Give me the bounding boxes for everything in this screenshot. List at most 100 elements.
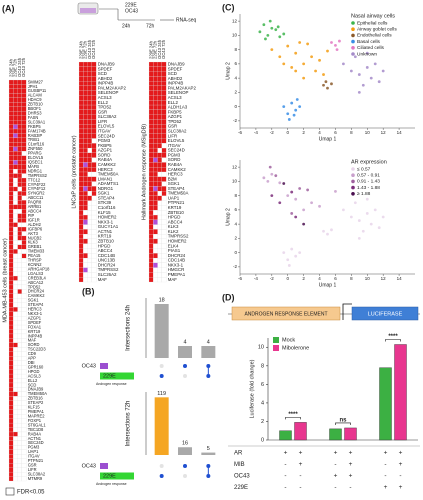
- heat-cell: [91, 219, 97, 225]
- heat-cell: [87, 267, 92, 273]
- cell-point: [365, 212, 369, 215]
- panel-label: (C): [222, 2, 235, 12]
- heat-cell: [13, 320, 18, 326]
- cell-point: [361, 83, 365, 87]
- heat-cell: [91, 61, 97, 67]
- heat-cell: [161, 61, 167, 67]
- heat-cell: [153, 100, 158, 106]
- table-cell: +: [399, 484, 403, 491]
- heat-cell: [157, 210, 163, 216]
- cell-point: [298, 41, 302, 44]
- heat-cell: [83, 133, 88, 139]
- gene-label: ALCAM: [28, 93, 43, 98]
- cell-point: [290, 101, 294, 105]
- legend-label: Basal cells: [357, 39, 381, 45]
- heat-cell: [148, 257, 154, 263]
- matrix-dot: [159, 474, 164, 478]
- y-tick-label: 4: [261, 400, 264, 406]
- heat-cell: [21, 409, 27, 415]
- heat-cell: [21, 186, 27, 192]
- heat-cell: [161, 277, 167, 283]
- heat-cell: [153, 124, 158, 130]
- heat-cell: [148, 224, 154, 230]
- gene-label: HMGCR: [168, 267, 185, 272]
- heat-cell: [21, 387, 27, 392]
- heat-cell: [83, 171, 88, 177]
- heat-cell: [8, 289, 14, 294]
- gene-label: TPD52: [98, 105, 112, 110]
- heat-cell: [17, 128, 23, 134]
- heat-cell: [17, 289, 23, 294]
- gene-label: UAP1: [28, 449, 39, 454]
- heat-cell: [8, 169, 14, 174]
- heat-cell: [83, 100, 88, 106]
- x-tick-label: -2: [270, 130, 274, 135]
- cell-point: [381, 69, 385, 73]
- heat-cell: [157, 71, 163, 77]
- heat-cell: [13, 200, 18, 205]
- cell-point: [322, 83, 325, 87]
- heat-cell: [8, 240, 14, 245]
- matrix-dot: [206, 474, 211, 478]
- legend-label: 0.91 - 1.43: [357, 179, 380, 185]
- experiment-diagram: 229E OC43 24h 72h RNA-seq: [77, 2, 197, 29]
- heat-cell: [17, 467, 23, 473]
- heat-cell: [91, 143, 97, 149]
- heat-cell: [13, 467, 18, 473]
- y-tick-label: 10: [232, 179, 238, 184]
- gene-label: DHCR24: [28, 289, 45, 294]
- gene-label: RAB4A: [98, 157, 112, 162]
- heat-cell: [83, 152, 88, 158]
- heat-cell: [13, 133, 18, 139]
- set-swatch: [100, 363, 108, 369]
- heat-cell: [161, 205, 167, 211]
- gene-label: ZNF550: [28, 146, 43, 151]
- heat-cell: [8, 391, 14, 397]
- table-cell: -: [284, 461, 286, 468]
- gene-label: IGF1R: [28, 217, 40, 222]
- gene-label: TMPRSS2: [28, 173, 48, 178]
- legend-label: Airway goblet cells: [357, 26, 397, 32]
- heat-cell: [17, 418, 23, 424]
- gene-label: ARHGAP18: [28, 266, 50, 271]
- heat-cell: [8, 360, 14, 366]
- reporter-box: [351, 306, 419, 321]
- heat-cell: [78, 272, 84, 278]
- heat-cell: [13, 351, 18, 357]
- table-cell: +: [399, 461, 403, 468]
- gene-label: SGK1: [28, 298, 40, 303]
- heat-cell: [17, 93, 23, 98]
- heat-cell: [157, 200, 163, 206]
- heat-cell: [21, 449, 27, 455]
- table-row-label: MIB: [234, 462, 245, 468]
- heat-cell: [87, 85, 92, 91]
- heat-cell: [21, 271, 27, 277]
- heat-cell: [17, 88, 23, 94]
- heat-cell: [87, 243, 92, 249]
- heat-cell: [21, 284, 27, 290]
- heat-cell: [8, 418, 14, 424]
- heat-cell: [13, 218, 18, 223]
- cell-point: [294, 108, 298, 112]
- table-cell: +: [349, 450, 353, 457]
- heat-cell: [78, 253, 84, 259]
- heat-cell: [91, 200, 97, 206]
- table-cell: +: [334, 450, 338, 457]
- gene-label: HERC3: [98, 167, 113, 172]
- heat-cell: [21, 458, 27, 464]
- column-label: 229E 24h: [78, 40, 83, 59]
- heat-cell: [21, 128, 27, 134]
- heat-cell: [153, 243, 158, 249]
- heat-cell: [17, 195, 23, 201]
- heat-cell: [21, 365, 27, 370]
- cell-point: [286, 194, 290, 198]
- heat-cell: [83, 147, 88, 153]
- heat-cell: [148, 128, 154, 134]
- heat-cell: [78, 104, 84, 110]
- upset-title: Intersections 72h: [126, 401, 132, 447]
- gene-label: DHRS3: [28, 110, 43, 115]
- heat-cell: [153, 138, 158, 144]
- heat-cell: [13, 124, 18, 130]
- gene-label: GPR160: [28, 364, 44, 369]
- cell-point: [310, 55, 313, 59]
